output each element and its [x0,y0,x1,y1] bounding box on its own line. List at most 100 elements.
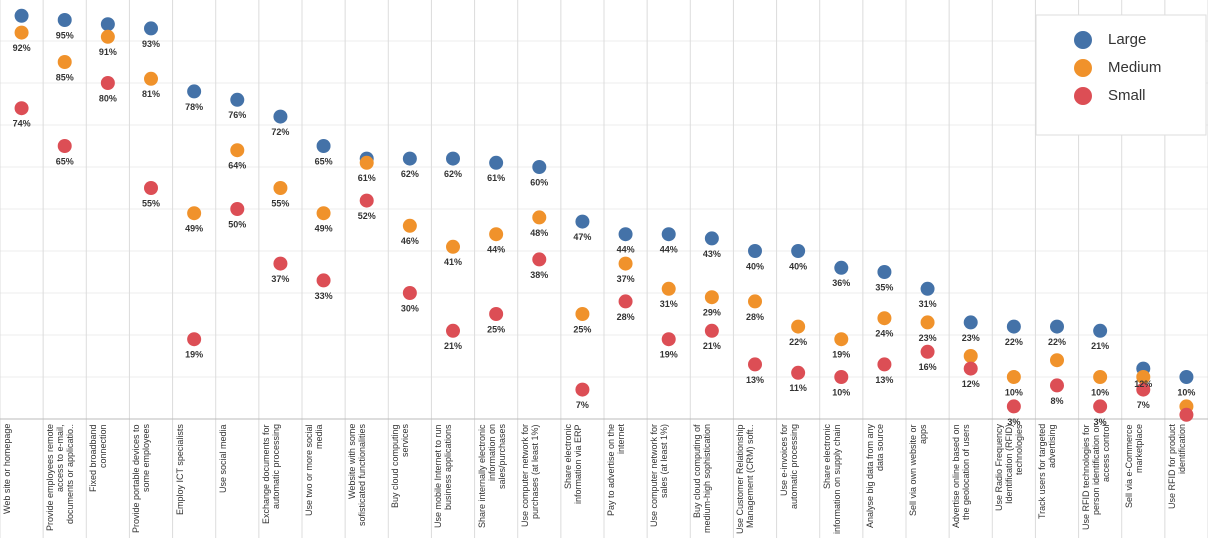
dot [963,315,978,330]
dot [748,244,762,258]
dot [187,84,202,99]
dot [100,29,115,44]
data-label: 24% [875,329,893,339]
data-label: 93% [142,39,160,49]
x-tick-label: Fixed broadband connection [88,424,109,492]
x-tick-label: Provide employees remote access to e-mai… [45,424,76,532]
data-label: 23% [962,333,980,343]
data-label: 62% [444,169,462,179]
data-label: 52% [358,211,376,221]
x-tick-label: Use computer network for purchases (at l… [519,424,540,528]
dot [661,281,676,296]
data-label: 47% [573,232,591,242]
dot [920,281,935,296]
x-tick-label: Use computer network for sales (at least… [649,424,670,528]
data-label: 25% [487,324,505,334]
dot [877,265,892,279]
dot [748,294,762,309]
dot [1050,319,1064,334]
dot [877,357,892,372]
data-label: 38% [530,270,548,280]
x-tick-label: Sell via own website or apps [908,424,928,516]
data-label: 35% [875,282,893,292]
dot [963,361,978,376]
data-label: 49% [315,224,333,234]
dot [834,370,849,384]
data-label: 3% [1007,417,1020,427]
data-label: 12% [962,379,980,389]
data-label: 81% [142,89,160,99]
dot [100,76,115,90]
x-tick-label: Website with some sofisticated functiona… [347,424,368,527]
data-label: 11% [789,383,807,393]
dot [273,109,288,124]
data-label: 76% [228,110,246,120]
x-tick-label: Share internally electronic information … [476,424,507,528]
data-label: 55% [142,198,160,208]
data-label: 29% [703,308,721,318]
data-label: 62% [401,169,419,179]
x-tick-label: Share electronic information via ERP [562,424,583,504]
dot [618,294,633,309]
data-label: 22% [1005,337,1023,347]
data-label: 28% [746,312,764,322]
data-label: 37% [271,274,289,284]
data-label: 85% [56,72,74,82]
dot [230,202,245,216]
dot [748,357,762,372]
dot [1006,370,1021,384]
data-label: 10% [1005,387,1023,397]
dot [575,214,590,229]
data-label: 21% [703,341,721,351]
dot [57,139,72,153]
dot [230,143,245,158]
data-label: 31% [919,299,937,309]
dot [14,101,29,116]
dot [14,25,29,40]
x-tick-label: Use e-invoices for automatic processing [778,424,799,510]
legend-box [1035,14,1207,136]
dot [1093,399,1108,414]
x-tick-label: Exchange documents for automatic process… [260,424,281,524]
dot [402,218,417,233]
data-label: 64% [228,161,246,171]
dot [532,252,547,267]
data-label: 40% [789,261,807,271]
data-label: 10% [832,387,850,397]
dot [877,311,892,326]
dot [14,8,29,23]
dot [963,349,978,363]
dot [446,151,460,166]
dot [489,307,504,321]
x-tick-label: Provide portable devices to some employe… [131,424,152,533]
dot [316,273,331,288]
dot [704,290,719,305]
data-label: 50% [228,219,246,229]
data-label: 74% [13,119,31,129]
dot [316,206,331,221]
dot [1093,323,1108,338]
x-tick-label: Use social media [217,424,228,493]
data-label: 21% [444,341,462,351]
data-label: 19% [832,350,850,360]
data-label: 28% [617,312,635,322]
dot [402,286,417,300]
data-label: 55% [271,198,289,208]
dot [834,332,849,347]
dot [791,244,806,258]
dot [704,231,719,246]
data-label: 60% [530,177,548,187]
data-label: 41% [444,257,462,267]
data-label: 16% [919,362,937,372]
dot [791,319,806,334]
dot [230,92,245,107]
data-label: 40% [746,261,764,271]
data-label: 92% [13,43,31,53]
data-label: 44% [487,245,505,255]
dot [1179,407,1194,422]
x-tick-label: Sell via e-Commerce marketplace [1123,424,1144,508]
dot [1136,382,1151,397]
data-label: 19% [185,350,203,360]
dot [575,382,590,397]
